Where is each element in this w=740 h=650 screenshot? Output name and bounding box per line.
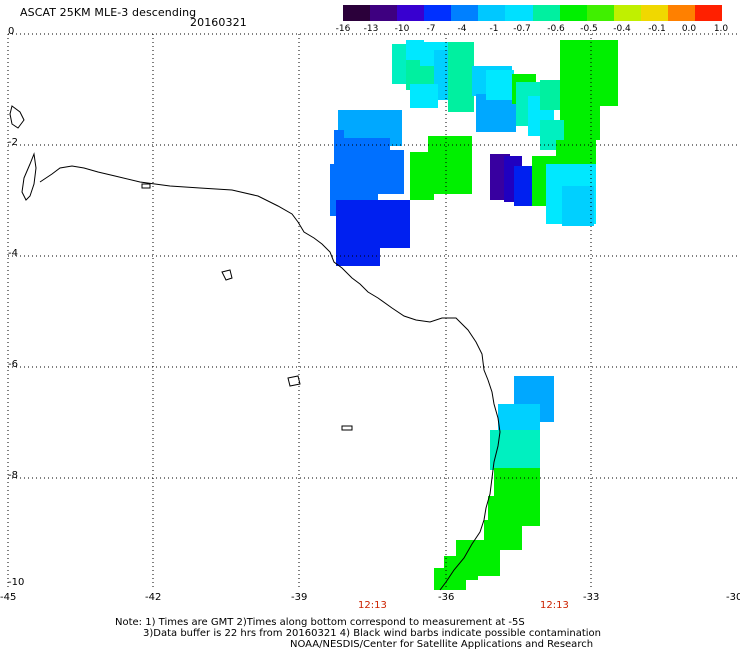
swath-cell [514, 166, 534, 206]
colorbar-label: -0.5 [580, 24, 598, 34]
colorbar-label: -0.1 [648, 24, 666, 34]
x-axis-labels: -45 -42 -39 -36 -33 -30 [0, 592, 740, 604]
x-axis-label: -30 [726, 592, 740, 603]
island-left [21, 152, 37, 201]
island-small-2 [287, 375, 301, 387]
note-line-3: NOAA/NESDIS/Center for Satellite Applica… [290, 639, 594, 650]
colorbar-swatch [478, 5, 506, 21]
colorbar-swatch [343, 5, 371, 21]
colorbar-label: -0.6 [547, 24, 565, 34]
swath-cell [476, 94, 516, 132]
colorbar-label: -1 [489, 24, 499, 34]
swath-cell [560, 40, 618, 106]
colorbar-swatch [613, 5, 641, 21]
colorbar-swatch [424, 5, 452, 21]
colorbar-swatch [397, 5, 425, 21]
colorbar-swatch [451, 5, 479, 21]
data-swath [330, 40, 618, 590]
island-left-small [9, 105, 25, 129]
colorbar-swatch [640, 5, 668, 21]
colorbar-swatch [370, 5, 398, 21]
time-label-2: 12:13 [540, 600, 569, 611]
swath-cell [486, 70, 514, 100]
y-axis-label: 0 [8, 26, 15, 37]
colorbar [343, 5, 723, 21]
coastline [9, 105, 501, 591]
swath-cell [448, 42, 474, 112]
colorbar-label: -0.7 [513, 24, 531, 34]
colorbar-label: -10 [394, 24, 410, 34]
colorbar-label: 0.0 [681, 24, 697, 34]
island-small-3 [341, 425, 353, 431]
map-title: ASCAT 25KM MLE-3 descending [20, 6, 197, 19]
colorbar-swatch [695, 5, 723, 21]
x-axis-label: -33 [583, 592, 600, 603]
swath-cell [370, 150, 404, 194]
swath-cell [344, 118, 394, 138]
swath-cell [490, 430, 540, 470]
colorbar-swatch [559, 5, 587, 21]
note-line-1: Note: 1) Times are GMT 2)Times along bot… [115, 617, 525, 628]
y-axis-label: -6 [8, 359, 18, 370]
swath-cell [406, 40, 424, 60]
island-small-4 [141, 183, 151, 189]
plot-frame [7, 33, 740, 590]
grid-lines [8, 34, 740, 590]
colorbar-label: -4 [457, 24, 467, 34]
y-axis-label: -4 [8, 248, 18, 259]
y-axis-label: -2 [8, 137, 18, 148]
island-small-1 [221, 269, 233, 281]
map-date: 20160321 [190, 16, 247, 29]
swath-cell [562, 186, 594, 226]
colorbar-swatch [532, 5, 560, 21]
swath-cell [474, 540, 500, 576]
time-label-1: 12:13 [358, 600, 387, 611]
swath-cell [392, 44, 408, 84]
colorbar-label: -13 [363, 24, 379, 34]
colorbar-swatch [505, 5, 533, 21]
x-axis-label: -39 [291, 592, 308, 603]
colorbar-labels: -16 -13 -10 -7 -4 -1 -0.7 -0.6 -0.5 -0.4 -0.1 0.0 1.… [0, 24, 740, 36]
swath-cell [370, 200, 410, 248]
colorbar-label: -7 [426, 24, 436, 34]
x-axis-label: -36 [438, 592, 455, 603]
note-line-2: 3)Data buffer is 22 hrs from 20160321 4)… [143, 628, 601, 639]
colorbar-swatch [667, 5, 696, 21]
colorbar-label: -0.4 [613, 24, 631, 34]
swath-cell [560, 104, 600, 140]
y-axis-label: -10 [8, 577, 25, 588]
colorbar-label: -16 [335, 24, 351, 34]
coastline-main [39, 165, 501, 591]
colorbar-label: 1.0 [713, 24, 729, 34]
swath-cell [494, 468, 540, 498]
y-axis-labels: 0 -2 -4 -6 -8 -10 [0, 0, 30, 650]
colorbar-swatch [586, 5, 614, 21]
swath-cell [410, 84, 438, 108]
x-axis-label: -42 [145, 592, 162, 603]
swath-cell [428, 136, 472, 194]
x-axis-label: -45 [0, 592, 17, 603]
y-axis-label: -8 [8, 470, 18, 481]
